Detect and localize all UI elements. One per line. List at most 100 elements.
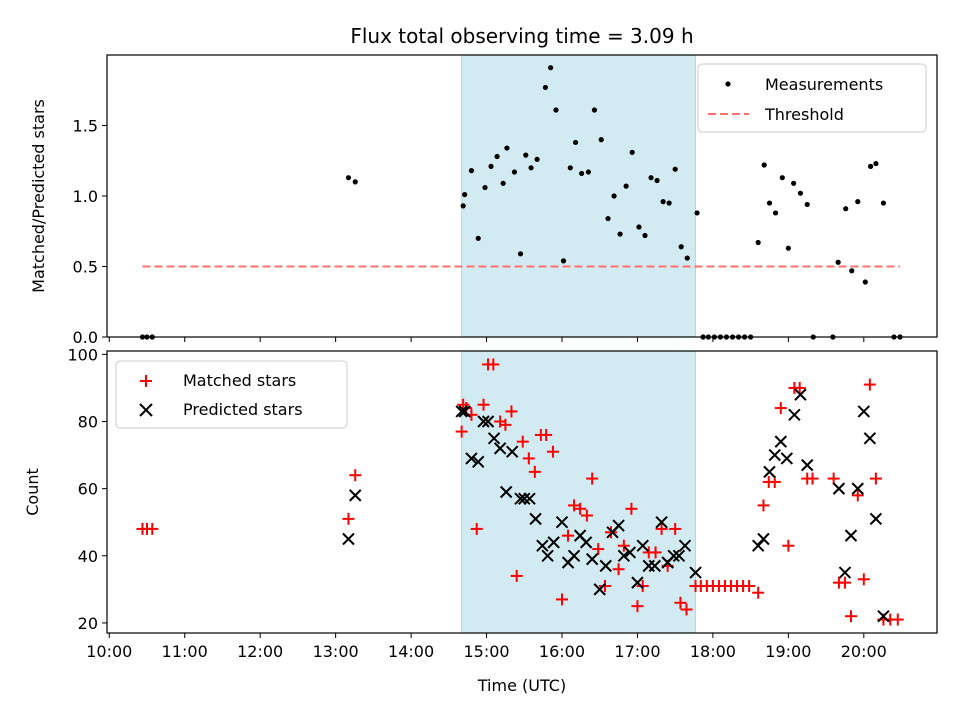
matched-star-marker <box>599 580 611 592</box>
predicted-star-marker <box>493 442 507 455</box>
bottom-x-tick-label: 16:00 <box>539 642 585 661</box>
measurement-point <box>868 163 874 169</box>
measurement-point <box>572 139 579 146</box>
top-y-tick-label: 0.5 <box>73 258 98 277</box>
measurement-point <box>500 180 506 186</box>
matched-star-marker <box>568 499 581 512</box>
bottom-x-ticks: 10:00 11:00 12:00 13:00 14:00 15:00 16:00 17:00… <box>86 633 887 661</box>
bottom-x-tick-label: 12:00 <box>237 642 283 661</box>
predicted-star-marker-b <box>838 566 852 579</box>
bottom-x-tick-label: 13:00 <box>313 642 359 661</box>
predicted-star-marker-b <box>458 405 471 418</box>
measurement-point <box>462 191 468 198</box>
predicted-star-marker-b <box>612 519 625 532</box>
matched-star-marker <box>838 576 851 589</box>
matched-star-marker <box>625 502 638 515</box>
measurement-point <box>642 232 648 239</box>
matched-star-marker <box>516 435 529 448</box>
measurement-point <box>468 168 475 174</box>
predicted-star-marker <box>877 610 890 623</box>
chart-title: Flux total observing time = 3.09 h <box>350 24 693 48</box>
bottom-panel: 20 40 60 80 100 10:00 11:00 12:00 13:00 14:00 15:… <box>23 345 938 695</box>
predicted-star-marker-b <box>593 583 606 596</box>
predicted-star-marker-b <box>757 532 770 546</box>
predicted-star-marker-b <box>631 576 644 589</box>
measurement-point <box>862 279 868 285</box>
measurement-point <box>843 206 849 212</box>
predicted-star-marker <box>801 458 814 472</box>
predicted-star-marker-b <box>599 559 612 573</box>
predicted-star-marker-b <box>667 549 680 562</box>
top-x-ticks <box>108 337 865 342</box>
predicted-star-marker <box>617 549 631 562</box>
predicted-star-marker <box>751 539 765 552</box>
legend-measurements-label: Measurements <box>765 75 883 94</box>
predicted-star-marker <box>458 405 471 418</box>
predicted-star-marker-b <box>477 415 490 428</box>
bottom-shaded-region <box>461 350 697 634</box>
measurement-point <box>694 210 700 216</box>
matched-star-marker <box>857 573 870 586</box>
measurement-point <box>766 200 773 206</box>
matched-star-marker <box>562 529 575 542</box>
measurement-point <box>504 145 510 151</box>
predicted-star-marker-b <box>529 512 542 526</box>
predicted-star-marker <box>857 405 871 418</box>
predicted-star-marker <box>832 482 846 495</box>
predicted-star-marker <box>757 532 770 546</box>
matched-star-marker <box>612 563 625 576</box>
measurement-point <box>548 65 554 71</box>
matched-star-marker <box>680 603 693 616</box>
predicted-star-marker-b <box>342 532 355 546</box>
predicted-star-marker-b <box>857 405 871 418</box>
measurement-point <box>678 244 684 250</box>
bottom-x-tick-label: 15:00 <box>463 642 509 661</box>
predicted-star-marker-b <box>567 549 581 562</box>
legend-x-icon <box>139 403 153 417</box>
measurement-point <box>785 245 791 251</box>
matched-star-marker <box>349 469 362 482</box>
measurement-point <box>534 156 540 162</box>
measurement-point <box>585 169 592 175</box>
bottom-y-tick-label: 60 <box>78 480 98 499</box>
measurement-point <box>880 200 887 206</box>
measurement-point <box>591 107 598 113</box>
bottom-y-tick-label: 100 <box>67 345 98 364</box>
matched-star-marker <box>592 543 605 556</box>
predicted-star-marker-b <box>623 546 637 559</box>
predicted-star-marker <box>612 519 625 532</box>
measurement-point <box>560 258 567 264</box>
measurement-point <box>460 203 466 209</box>
predicted-star-marker-b <box>499 485 513 499</box>
predicted-star-marker-b <box>877 610 890 623</box>
legend-matched-label: Matched stars <box>183 371 296 390</box>
predicted-star-marker <box>481 415 495 428</box>
predicted-star-marker <box>487 432 501 445</box>
bottom-x-tick-label: 14:00 <box>388 642 434 661</box>
predicted-star-marker-b <box>869 512 883 526</box>
measurement-point <box>617 231 623 237</box>
measurement-point <box>528 165 534 171</box>
predicted-star-marker <box>593 583 606 596</box>
measurement-point <box>542 84 548 91</box>
predicted-star-marker-b <box>487 432 501 445</box>
matched-star-marker <box>743 580 756 592</box>
measurement-point <box>855 199 861 205</box>
measurement-point <box>511 169 518 175</box>
predicted-star-marker-b <box>541 549 554 562</box>
predicted-star-marker <box>648 559 662 573</box>
matched-star-marker <box>757 499 770 512</box>
predicted-star-marker <box>768 448 781 462</box>
predicted-star-marker-b <box>547 536 560 549</box>
measurement-point <box>629 149 635 155</box>
predicted-star-marker <box>780 452 794 465</box>
predicted-star-marker <box>514 492 527 505</box>
measurement-point <box>488 163 494 169</box>
matched-star-marker <box>827 472 840 485</box>
matched-stars-points <box>136 358 904 626</box>
top-panel: 0.0 0.5 1.0 1.5 Matched/Predicted stars Mea… <box>29 54 938 347</box>
predicted-star-marker-b <box>780 452 794 465</box>
predicted-star-marker <box>567 549 581 562</box>
top-y-tick-label: 0.0 <box>73 328 98 347</box>
matched-star-marker <box>505 405 518 418</box>
